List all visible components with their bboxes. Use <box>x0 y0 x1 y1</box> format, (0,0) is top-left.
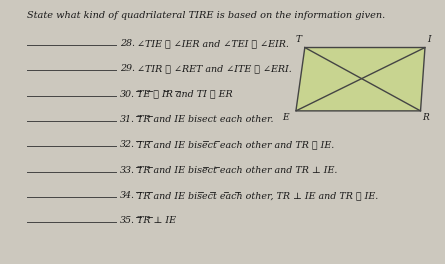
Text: E: E <box>283 113 289 122</box>
Text: 29.: 29. <box>120 64 135 73</box>
Text: ∠TIE ≅ ∠IER and ∠TEI ≅ ∠EIR.: ∠TIE ≅ ∠IER and ∠TEI ≅ ∠EIR. <box>131 39 289 48</box>
Text: 28.: 28. <box>120 39 135 48</box>
Text: 30.: 30. <box>120 90 135 99</box>
Polygon shape <box>296 48 425 111</box>
Text: TR and IE bisect each other and TR ≅ IE.: TR and IE bisect each other and TR ≅ IE. <box>131 140 335 149</box>
Text: 32.: 32. <box>120 140 135 149</box>
Text: 33.: 33. <box>120 166 135 175</box>
Text: 34.: 34. <box>120 191 135 200</box>
Text: 31.: 31. <box>120 115 135 124</box>
Text: TR and IE bisect each other and TR ⊥ IE.: TR and IE bisect each other and TR ⊥ IE. <box>131 166 338 175</box>
Text: TE ≅ IR and TI ≅ ER: TE ≅ IR and TI ≅ ER <box>131 90 233 99</box>
Text: TR and IE bisect each other.: TR and IE bisect each other. <box>131 115 274 124</box>
Text: T: T <box>295 35 302 44</box>
Text: TR and IE bisect each other, TR ⊥ IE and TR ≅ IE.: TR and IE bisect each other, TR ⊥ IE and… <box>131 191 379 200</box>
Text: ∠TIR ≅ ∠RET and ∠ITE ≅ ∠ERI.: ∠TIR ≅ ∠RET and ∠ITE ≅ ∠ERI. <box>131 64 292 73</box>
Text: 35.: 35. <box>120 216 135 225</box>
Text: I: I <box>427 35 430 44</box>
Text: R: R <box>423 113 429 122</box>
Text: State what kind of quadrilateral TIRE is based on the information given.: State what kind of quadrilateral TIRE is… <box>27 11 385 20</box>
Text: TR ⊥ IE: TR ⊥ IE <box>131 216 176 225</box>
